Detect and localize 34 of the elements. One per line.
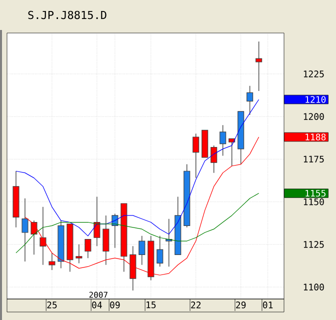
candlestick (246, 86, 254, 116)
x-tick-label: 01 (262, 302, 273, 308)
candlestick (256, 41, 262, 92)
candlestick (166, 218, 172, 267)
candlestick (220, 124, 226, 156)
y-tick-label: 1175 (304, 156, 324, 163)
candlestick (40, 206, 46, 266)
candlestick (192, 133, 200, 178)
x-tick-label: 29 (236, 302, 246, 308)
candlestick (210, 145, 218, 174)
candlestick (156, 236, 164, 267)
y-tick-label: 1210 (306, 96, 326, 103)
candlestick (76, 244, 82, 264)
y-tick-label: 1150 (304, 198, 324, 206)
candlestick (22, 198, 28, 262)
annotation: 2007 (89, 292, 108, 298)
y-tick-label: 1125 (304, 241, 324, 248)
candlestick (102, 215, 110, 266)
candlestick (48, 252, 56, 270)
x-tick-label: 22 (191, 302, 201, 308)
candlestick (94, 196, 100, 246)
candlestick (30, 220, 38, 256)
chart-title: S.JP.J8815.D (28, 10, 106, 20)
x-tick-label: 09 (110, 302, 120, 308)
y-tick-label: 1155 (306, 190, 326, 197)
candlestick (138, 236, 146, 266)
y-tick-label: 1188 (306, 134, 326, 140)
y-tick-label: 1225 (304, 70, 324, 78)
x-tick-label: 15 (146, 302, 156, 308)
x-tick-label: 25 (47, 302, 57, 308)
candlestick (84, 238, 92, 258)
y-tick-label: 1200 (304, 113, 324, 120)
x-tick-label: 04 (92, 302, 102, 308)
y-tick-label: 1100 (304, 284, 324, 290)
